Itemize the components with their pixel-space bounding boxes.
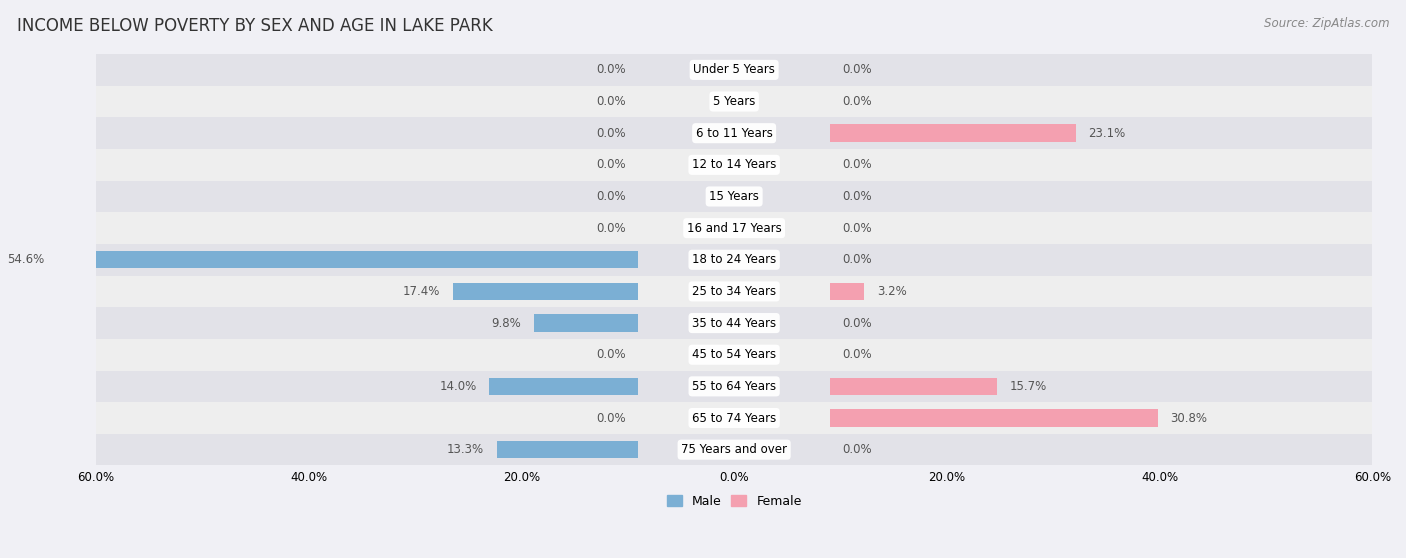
Bar <box>830 378 997 395</box>
Bar <box>96 117 1372 149</box>
Text: 45 to 54 Years: 45 to 54 Years <box>692 348 776 361</box>
Text: 18 to 24 Years: 18 to 24 Years <box>692 253 776 266</box>
Text: 14.0%: 14.0% <box>440 380 477 393</box>
Text: 15.7%: 15.7% <box>1010 380 1047 393</box>
Text: 30.8%: 30.8% <box>1170 411 1208 425</box>
Text: 25 to 34 Years: 25 to 34 Years <box>692 285 776 298</box>
Text: 17.4%: 17.4% <box>404 285 440 298</box>
Text: 0.0%: 0.0% <box>842 190 872 203</box>
Text: 3.2%: 3.2% <box>877 285 907 298</box>
Text: 54.6%: 54.6% <box>7 253 45 266</box>
Bar <box>489 378 638 395</box>
Text: 0.0%: 0.0% <box>596 411 626 425</box>
Text: 0.0%: 0.0% <box>842 222 872 234</box>
Bar <box>96 54 1372 86</box>
Text: 0.0%: 0.0% <box>842 348 872 361</box>
Text: 0.0%: 0.0% <box>842 64 872 76</box>
Bar <box>96 371 1372 402</box>
Text: 13.3%: 13.3% <box>447 443 484 456</box>
Text: 0.0%: 0.0% <box>842 158 872 171</box>
Text: 0.0%: 0.0% <box>842 443 872 456</box>
Text: 16 and 17 Years: 16 and 17 Years <box>686 222 782 234</box>
Bar <box>96 402 1372 434</box>
Legend: Male, Female: Male, Female <box>662 490 807 513</box>
Text: 0.0%: 0.0% <box>596 127 626 140</box>
Bar <box>96 434 1372 465</box>
Text: 0.0%: 0.0% <box>596 348 626 361</box>
Bar <box>496 441 638 458</box>
Bar <box>96 149 1372 181</box>
Bar <box>830 283 863 300</box>
Text: 0.0%: 0.0% <box>596 95 626 108</box>
Bar <box>96 244 1372 276</box>
Text: Under 5 Years: Under 5 Years <box>693 64 775 76</box>
Text: 0.0%: 0.0% <box>596 222 626 234</box>
Bar <box>96 307 1372 339</box>
Text: INCOME BELOW POVERTY BY SEX AND AGE IN LAKE PARK: INCOME BELOW POVERTY BY SEX AND AGE IN L… <box>17 17 492 35</box>
Text: 12 to 14 Years: 12 to 14 Years <box>692 158 776 171</box>
Text: 23.1%: 23.1% <box>1088 127 1126 140</box>
Text: 35 to 44 Years: 35 to 44 Years <box>692 316 776 330</box>
Bar <box>96 212 1372 244</box>
Bar <box>830 124 1076 142</box>
Bar <box>96 86 1372 117</box>
Text: Source: ZipAtlas.com: Source: ZipAtlas.com <box>1264 17 1389 30</box>
Text: 5 Years: 5 Years <box>713 95 755 108</box>
Bar <box>58 251 638 268</box>
Bar <box>453 283 638 300</box>
Text: 75 Years and over: 75 Years and over <box>681 443 787 456</box>
Text: 0.0%: 0.0% <box>596 158 626 171</box>
Text: 0.0%: 0.0% <box>596 64 626 76</box>
Text: 0.0%: 0.0% <box>842 95 872 108</box>
Bar <box>534 314 638 332</box>
Text: 15 Years: 15 Years <box>709 190 759 203</box>
Text: 55 to 64 Years: 55 to 64 Years <box>692 380 776 393</box>
Bar <box>830 410 1157 427</box>
Text: 0.0%: 0.0% <box>596 190 626 203</box>
Bar <box>96 181 1372 212</box>
Text: 6 to 11 Years: 6 to 11 Years <box>696 127 772 140</box>
Text: 9.8%: 9.8% <box>492 316 522 330</box>
Bar <box>96 276 1372 307</box>
Text: 65 to 74 Years: 65 to 74 Years <box>692 411 776 425</box>
Bar <box>96 339 1372 371</box>
Text: 0.0%: 0.0% <box>842 253 872 266</box>
Text: 0.0%: 0.0% <box>842 316 872 330</box>
